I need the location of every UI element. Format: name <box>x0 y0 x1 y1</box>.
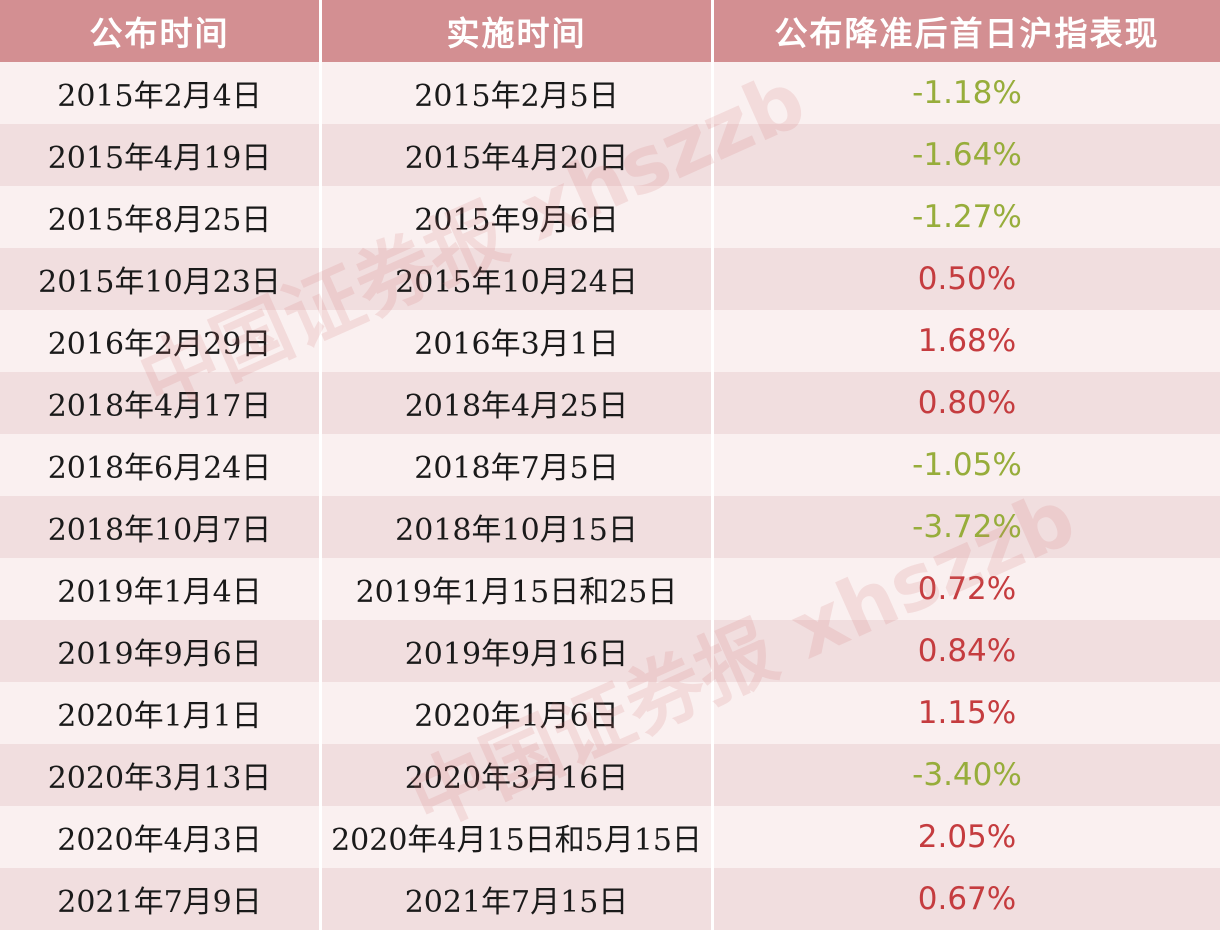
header-effective-date: 实施时间 <box>322 0 714 62</box>
publish-date-cell: 2015年8月25日 <box>0 186 322 248</box>
table-row: 2015年10月23日 2015年10月24日 0.50% <box>0 248 1220 310</box>
effective-date-cell: 2016年3月1日 <box>322 310 714 372</box>
publish-date-cell: 2019年1月4日 <box>0 558 322 620</box>
table-row: 2018年10月7日 2018年10月15日 -3.72% <box>0 496 1220 558</box>
effective-date-cell: 2018年4月25日 <box>322 372 714 434</box>
index-change-cell: -3.40% <box>714 744 1220 806</box>
publish-date-cell: 2020年3月13日 <box>0 744 322 806</box>
table-header-row: 公布时间 实施时间 公布降准后首日沪指表现 <box>0 0 1220 62</box>
header-performance: 公布降准后首日沪指表现 <box>714 0 1220 62</box>
publish-date-cell: 2018年10月7日 <box>0 496 322 558</box>
effective-date-cell: 2015年9月6日 <box>322 186 714 248</box>
table-row: 2020年1月1日 2020年1月6日 1.15% <box>0 682 1220 744</box>
publish-date-cell: 2015年4月19日 <box>0 124 322 186</box>
index-change-cell: -1.18% <box>714 62 1220 124</box>
index-change-cell: -1.05% <box>714 434 1220 496</box>
effective-date-cell: 2015年4月20日 <box>322 124 714 186</box>
publish-date-cell: 2020年4月3日 <box>0 806 322 868</box>
effective-date-cell: 2021年7月15日 <box>322 868 714 930</box>
publish-date-cell: 2020年1月1日 <box>0 682 322 744</box>
effective-date-cell: 2018年10月15日 <box>322 496 714 558</box>
index-change-cell: 0.84% <box>714 620 1220 682</box>
table-row: 2019年9月6日 2019年9月16日 0.84% <box>0 620 1220 682</box>
publish-date-cell: 2021年7月9日 <box>0 868 322 930</box>
publish-date-cell: 2015年10月23日 <box>0 248 322 310</box>
table-row: 2021年7月9日 2021年7月15日 0.67% <box>0 868 1220 930</box>
index-change-cell: -3.72% <box>714 496 1220 558</box>
table-row: 2015年4月19日 2015年4月20日 -1.64% <box>0 124 1220 186</box>
effective-date-cell: 2019年9月16日 <box>322 620 714 682</box>
index-change-cell: -1.27% <box>714 186 1220 248</box>
table-row: 2020年4月3日 2020年4月15日和5月15日 2.05% <box>0 806 1220 868</box>
index-change-cell: 1.68% <box>714 310 1220 372</box>
table-row: 2020年3月13日 2020年3月16日 -3.40% <box>0 744 1220 806</box>
table-row: 2018年6月24日 2018年7月5日 -1.05% <box>0 434 1220 496</box>
table-row: 2015年8月25日 2015年9月6日 -1.27% <box>0 186 1220 248</box>
effective-date-cell: 2015年2月5日 <box>322 62 714 124</box>
index-change-cell: 0.80% <box>714 372 1220 434</box>
effective-date-cell: 2020年3月16日 <box>322 744 714 806</box>
index-change-cell: 0.67% <box>714 868 1220 930</box>
effective-date-cell: 2018年7月5日 <box>322 434 714 496</box>
header-publish-date: 公布时间 <box>0 0 322 62</box>
table-row: 2019年1月4日 2019年1月15日和25日 0.72% <box>0 558 1220 620</box>
effective-date-cell: 2020年1月6日 <box>322 682 714 744</box>
index-change-cell: 0.72% <box>714 558 1220 620</box>
table-row: 2016年2月29日 2016年3月1日 1.68% <box>0 310 1220 372</box>
index-change-cell: 1.15% <box>714 682 1220 744</box>
publish-date-cell: 2019年9月6日 <box>0 620 322 682</box>
index-change-cell: -1.64% <box>714 124 1220 186</box>
table-row: 2018年4月17日 2018年4月25日 0.80% <box>0 372 1220 434</box>
effective-date-cell: 2020年4月15日和5月15日 <box>322 806 714 868</box>
effective-date-cell: 2019年1月15日和25日 <box>322 558 714 620</box>
table-row: 2015年2月4日 2015年2月5日 -1.18% <box>0 62 1220 124</box>
index-change-cell: 0.50% <box>714 248 1220 310</box>
publish-date-cell: 2018年4月17日 <box>0 372 322 434</box>
publish-date-cell: 2018年6月24日 <box>0 434 322 496</box>
publish-date-cell: 2015年2月4日 <box>0 62 322 124</box>
index-change-cell: 2.05% <box>714 806 1220 868</box>
publish-date-cell: 2016年2月29日 <box>0 310 322 372</box>
effective-date-cell: 2015年10月24日 <box>322 248 714 310</box>
